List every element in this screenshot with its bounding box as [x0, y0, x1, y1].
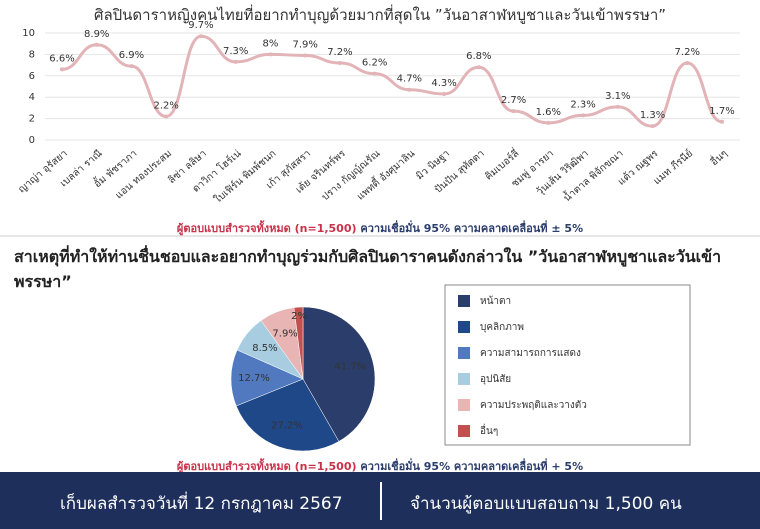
value-label: 8.9% — [84, 29, 109, 40]
pie-slice — [230, 349, 304, 407]
value-label: 8.5% — [252, 343, 277, 354]
y-tick-label: 10 — [22, 28, 35, 39]
footer-respondents: จำนวนผู้ตอบแบบสอบถาม 1,500 คน — [410, 494, 682, 514]
footer: เก็บผลสำรวจวันที่ 12 กรกฎาคม 2567 จำนวนผ… — [0, 472, 760, 529]
point — [337, 60, 342, 65]
legend-swatch — [458, 373, 470, 385]
line-chart-title: ศิลปินดาราหญิงคนไทยที่อยากทำบุญด้วยมากที… — [93, 6, 667, 24]
value-label: 8% — [262, 38, 278, 49]
value-label: 2% — [291, 311, 307, 322]
pie-slice — [293, 306, 304, 380]
legend-swatch — [458, 399, 470, 411]
x-tick-label: ญาญ่า อุรัสยา — [17, 148, 70, 195]
value-label: 41.7% — [334, 361, 366, 372]
footer-date: เก็บผลสำรวจวันที่ 12 กรกฎาคม 2567 — [60, 494, 343, 514]
y-tick-label: 2 — [29, 114, 35, 125]
value-label: 7.9% — [292, 39, 317, 50]
y-tick-label: 4 — [29, 92, 35, 103]
x-tick-label: ใบเฟิร์น พิมพ์ชนก — [212, 147, 278, 205]
legend-label: อื่นๆ — [480, 423, 498, 437]
pie-slice — [235, 378, 340, 452]
y-tick-label: 0 — [29, 135, 35, 146]
point — [476, 65, 481, 70]
note-confidence: ความเชื่อมั่น 95% ความคลาดเคลื่อนที่ ± 5… — [360, 222, 584, 235]
note-confidence: ความเชื่อมั่น 95% ความคลาดเคลื่อนที่ + 5… — [360, 460, 584, 473]
value-label: 6.6% — [49, 53, 74, 64]
value-label: 4.3% — [431, 78, 456, 89]
pie-chart-title: สาเหตุที่ทำให้ท่านชื่นชอบและอยากทำบุญร่ว… — [14, 247, 722, 291]
point — [442, 91, 447, 96]
point — [372, 71, 377, 76]
legend-swatch — [458, 425, 470, 437]
point — [60, 67, 64, 72]
value-label: 2.7% — [501, 95, 526, 106]
point — [581, 113, 586, 118]
point — [511, 109, 516, 114]
line — [61, 34, 723, 128]
y-tick-label: 6 — [29, 71, 35, 82]
value-label: 6.9% — [119, 50, 144, 61]
x-tick-label: แพทตี้ อังศุมาลิน — [353, 146, 417, 203]
legend-swatch — [458, 347, 470, 359]
footer-divider — [380, 482, 382, 520]
value-label: 1.7% — [709, 106, 734, 117]
note-sample: ผู้ตอบแบบสำรวจทั้งหมด (n=1,500) — [176, 460, 357, 473]
legend-swatch — [458, 295, 470, 307]
value-label: 6.8% — [466, 51, 491, 62]
point — [546, 120, 551, 125]
legend-label: ความสามารถการแสดง — [480, 348, 581, 359]
line-chart-note: ผู้ตอบแบบสำรวจทั้งหมด (n=1,500) ความเชื่… — [0, 219, 760, 237]
legend-label: บุคลิกภาพ — [480, 322, 524, 333]
point — [407, 87, 412, 92]
pie-chart-note: ผู้ตอบแบบสำรวจทั้งหมด (n=1,500) ความเชื่… — [0, 457, 760, 475]
point — [615, 104, 620, 109]
legend-label: อุปนิสัย — [480, 374, 511, 385]
legend-label: หน้าตา — [480, 295, 511, 307]
point — [164, 114, 169, 119]
x-tick-label: ปราง กัญญ์ณรัณ — [319, 147, 382, 203]
value-label: 3.1% — [605, 91, 630, 102]
value-label: 7.2% — [675, 47, 700, 58]
point — [650, 124, 655, 129]
value-label: 1.3% — [640, 110, 665, 121]
point — [129, 64, 134, 69]
value-label: 9.7% — [188, 20, 213, 31]
value-label: 7.3% — [223, 46, 248, 57]
value-label: 1.6% — [536, 107, 561, 118]
point — [198, 34, 203, 39]
legend-swatch — [458, 321, 470, 333]
pie-slice — [302, 306, 376, 442]
value-label: 6.2% — [362, 58, 387, 69]
point — [268, 52, 273, 57]
point — [303, 53, 308, 58]
value-label: 2.2% — [154, 100, 179, 111]
value-label: 7.9% — [272, 328, 297, 339]
value-label: 12.7% — [238, 373, 270, 384]
value-label: 27.2% — [271, 420, 303, 431]
legend-box — [444, 284, 691, 446]
value-label: 7.2% — [327, 47, 352, 58]
x-tick-label: น้ำตาล พิจักขณา — [560, 146, 626, 204]
point — [94, 42, 99, 47]
x-tick-label: อื่นๆ — [707, 146, 730, 168]
y-tick-label: 8 — [29, 49, 35, 60]
point — [685, 60, 690, 65]
point — [233, 59, 238, 64]
value-label: 2.3% — [570, 99, 595, 110]
legend-label: ความประพฤติและวางตัว — [480, 400, 587, 411]
point — [720, 119, 724, 124]
value-label: 4.7% — [397, 74, 422, 85]
note-sample: ผู้ตอบแบบสำรวจทั้งหมด (n=1,500) — [176, 222, 357, 235]
